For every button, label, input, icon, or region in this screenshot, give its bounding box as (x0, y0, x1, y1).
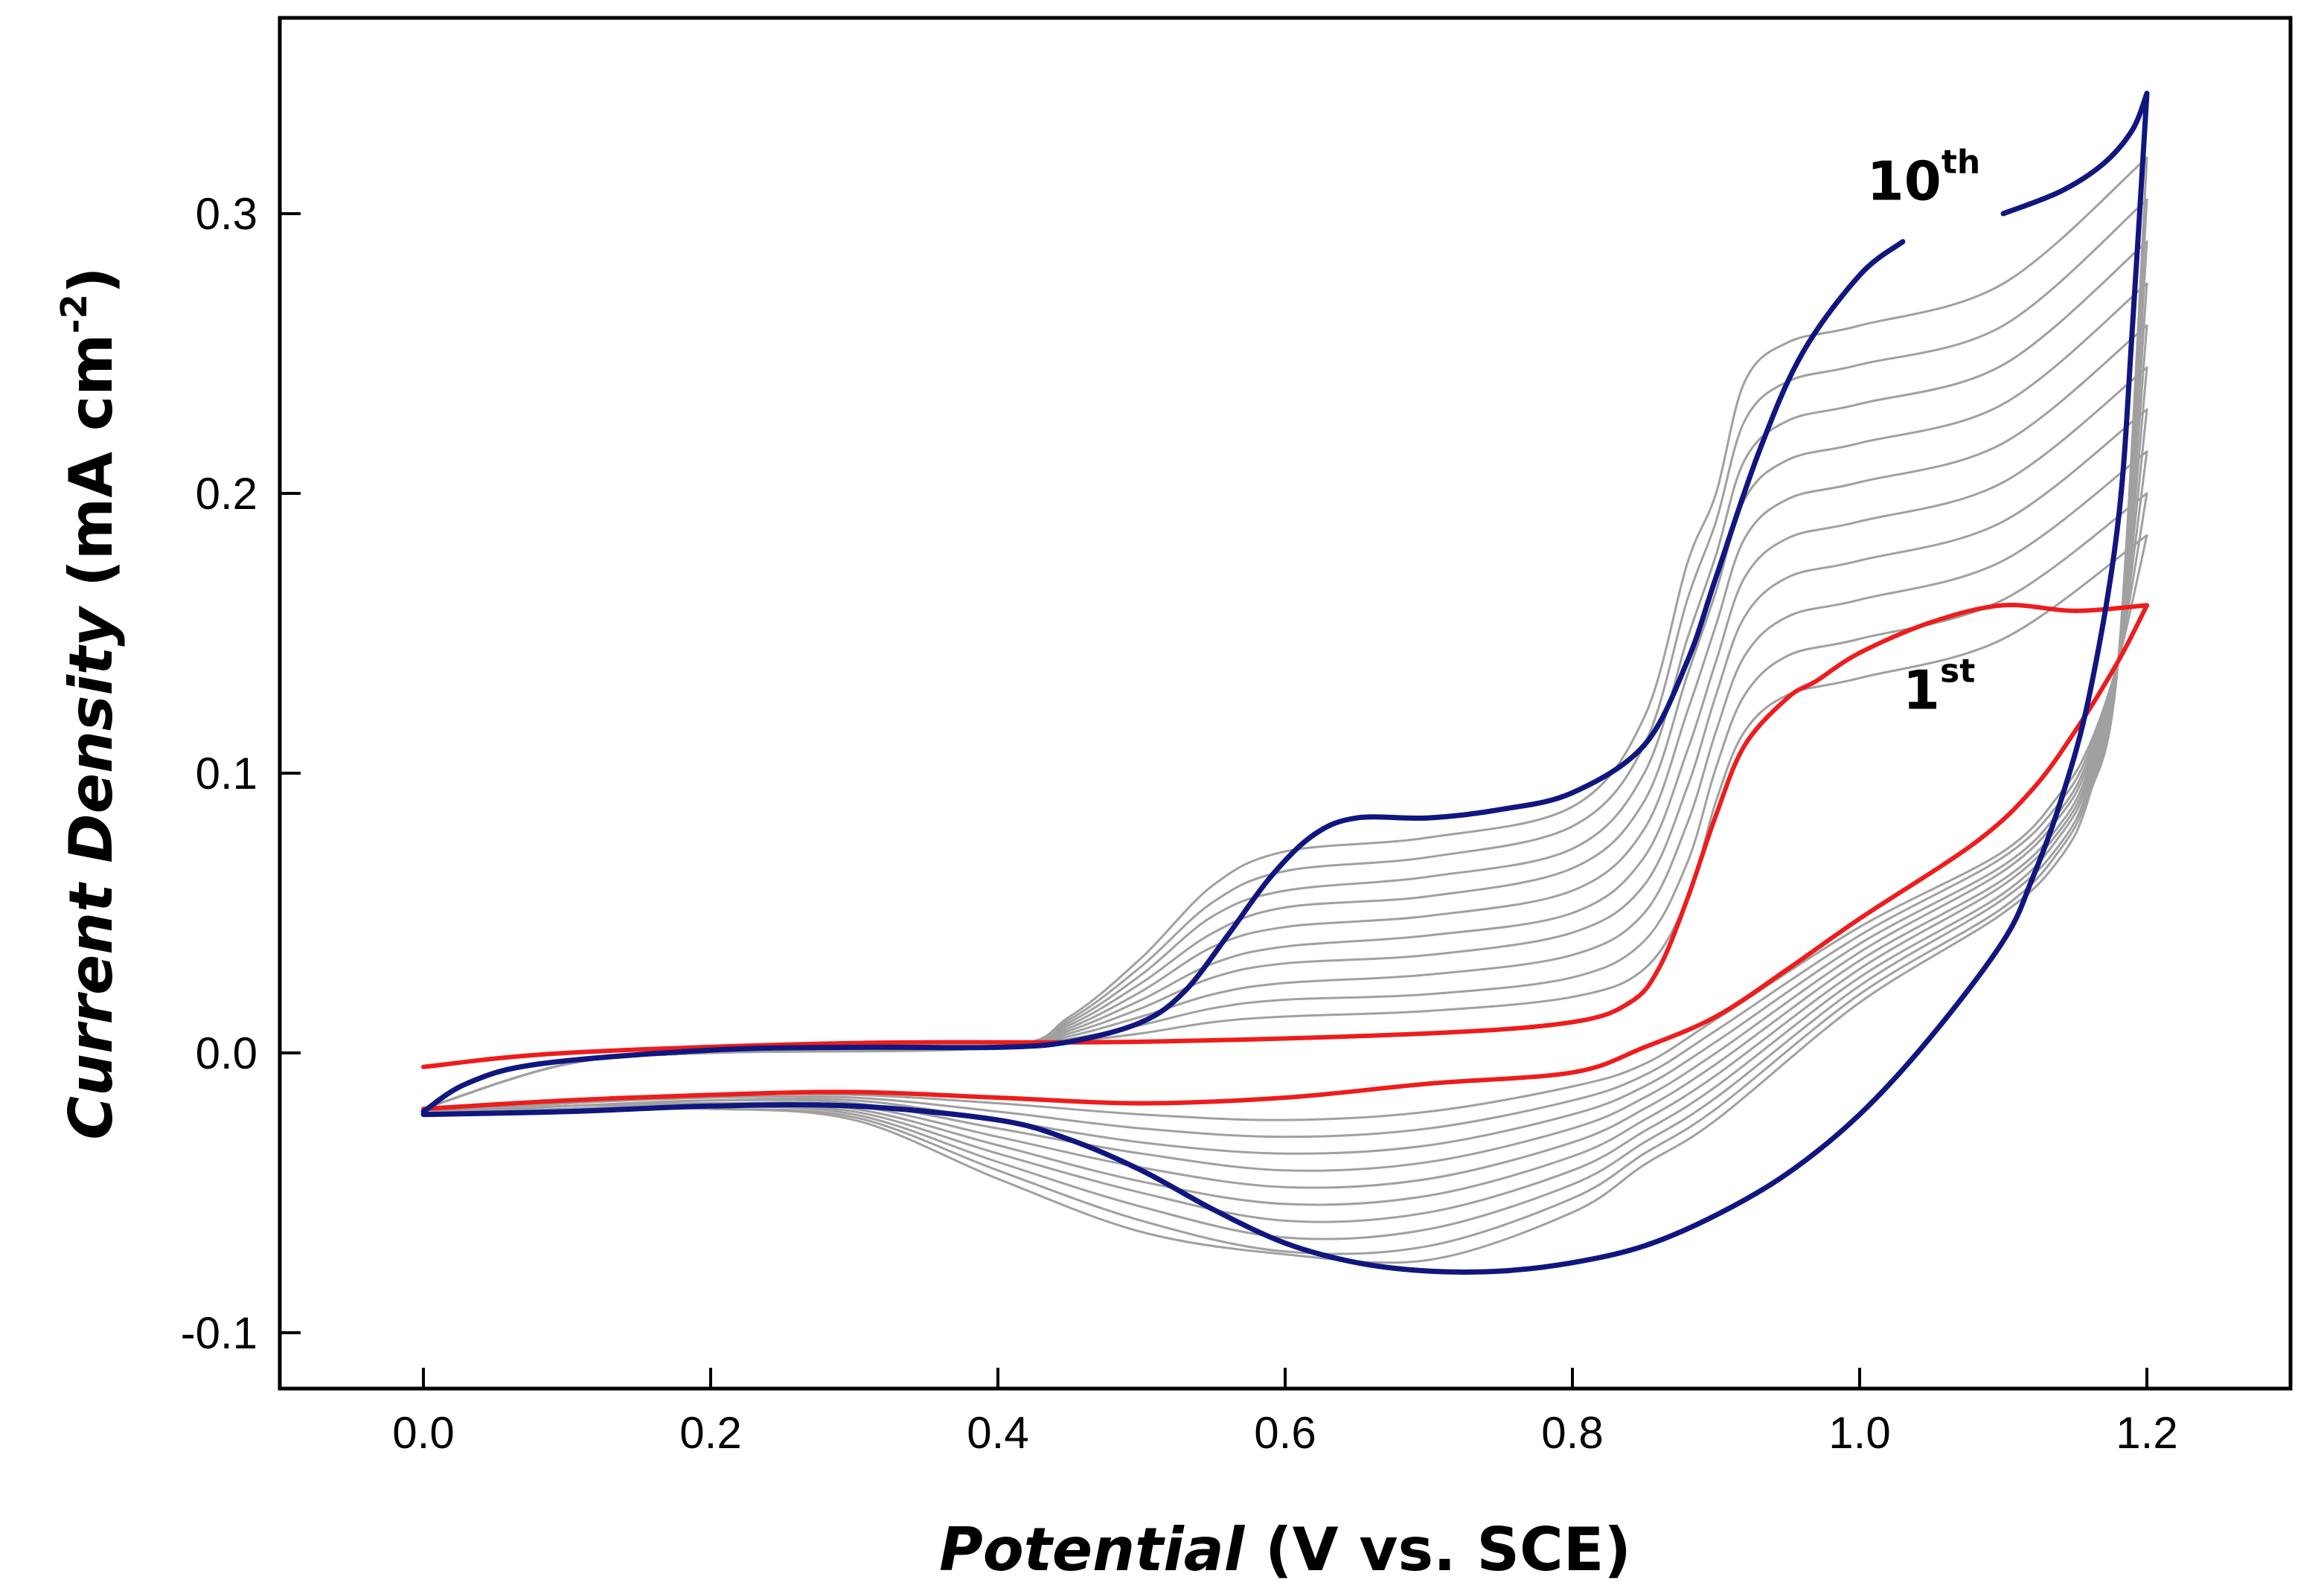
x-tick-label: 0.0 (392, 1408, 454, 1458)
x-tick-label: 1.0 (1828, 1408, 1890, 1458)
cycle-4-line-1 (422, 450, 2148, 1155)
y-axis-title-close: ) (57, 266, 126, 294)
y-tick-label: 0.1 (196, 749, 257, 798)
annotation-number: 10 (1867, 150, 1942, 212)
cycle-curves (420, 91, 2150, 1275)
cycle-first-line-0 (421, 603, 2149, 1069)
cycle-last-line-2 (420, 91, 2150, 1275)
cycle-11-series (422, 156, 2148, 1264)
annotation-suffix: th (1942, 143, 1980, 181)
y-tick-label: -0.1 (181, 1308, 257, 1358)
x-tick-label: 1.2 (2116, 1408, 2177, 1458)
cycle-5-line-1 (422, 408, 2148, 1172)
y-tick-label: 0.0 (196, 1028, 257, 1078)
y-axis-title: Current Density (mA cm-2) (54, 266, 126, 1139)
x-axis-title-main: Potential (939, 1515, 1246, 1584)
y-tick-label: 0.3 (196, 189, 257, 239)
y-axis-title-exponent: -2 (54, 294, 95, 333)
cycle-11-line-0 (422, 156, 2148, 1110)
cycle-last-line-1 (2000, 91, 2150, 217)
cycle-11-line-1 (422, 156, 2148, 1264)
annotation-number: 1 (1903, 659, 1940, 722)
cycle-last-line-0 (420, 239, 1906, 1115)
y-axis-title-unit: (mA cm (57, 333, 126, 607)
x-tick-label: 0.4 (967, 1408, 1028, 1458)
x-axis-ticks: 0.0 0.2 0.4 0.6 0.8 1.0 1.2 (392, 1368, 2178, 1458)
y-axis-ticks: -0.1 0.0 0.1 0.2 0.3 (181, 189, 301, 1358)
cycle-annotation-tenth: 10th (1867, 143, 1981, 212)
y-tick-label: 0.2 (196, 469, 257, 519)
x-tick-label: 0.8 (1541, 1408, 1603, 1458)
y-axis-title-main: Current Density (57, 606, 126, 1140)
annotation-suffix: st (1940, 653, 1975, 691)
cycle-first-series (421, 603, 2149, 1112)
x-axis-title-unit: (V vs. SCE) (1244, 1515, 1631, 1584)
x-tick-label: 0.6 (1254, 1408, 1316, 1458)
cycle-10-line-1 (422, 198, 2148, 1255)
x-axis-title: Potential (V vs. SCE) (939, 1515, 1631, 1584)
cycle-first-line-1 (421, 603, 2149, 1112)
cycle-last-series (420, 91, 2150, 1275)
x-tick-label: 0.2 (679, 1408, 741, 1458)
cycle-9-line-1 (422, 240, 2148, 1241)
cycle-annotations: 10th 1st (1867, 143, 1981, 721)
cycle-annotation-first: 1st (1903, 653, 1975, 722)
